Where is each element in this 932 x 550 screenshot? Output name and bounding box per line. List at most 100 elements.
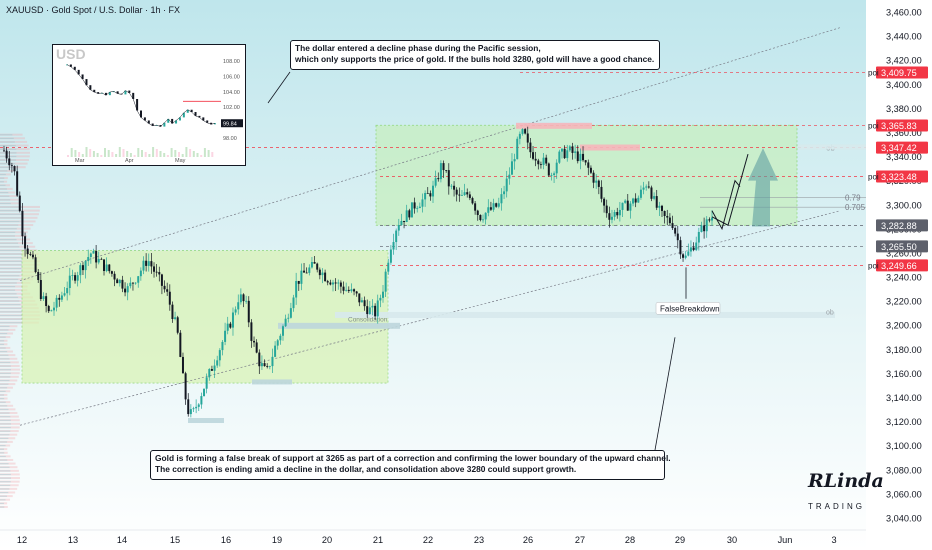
volume-profile-bar bbox=[0, 307, 39, 310]
volume-profile-bar bbox=[0, 166, 15, 168]
volume-profile-bar bbox=[0, 484, 11, 486]
inset-volume-bar bbox=[207, 150, 210, 157]
x-tick-label: 12 bbox=[17, 535, 27, 545]
candle-body bbox=[305, 272, 308, 274]
volume-profile-bar bbox=[0, 234, 28, 237]
candle-body bbox=[316, 263, 319, 270]
volume-profile-bar bbox=[0, 375, 19, 378]
volume-profile-bar bbox=[0, 350, 13, 353]
candle-body bbox=[545, 157, 548, 164]
volume-profile-bar bbox=[0, 422, 20, 425]
inset-candle bbox=[194, 112, 197, 116]
candle-body bbox=[145, 260, 148, 266]
candle-body bbox=[487, 207, 490, 213]
candle-body bbox=[592, 172, 595, 183]
candle-body bbox=[258, 352, 261, 367]
candle-body bbox=[482, 219, 485, 221]
candle-body bbox=[8, 158, 11, 166]
volume-profile-bar bbox=[0, 177, 8, 180]
candle-body bbox=[208, 369, 211, 378]
volume-profile-bar bbox=[0, 354, 16, 357]
volume-profile-bar bbox=[0, 191, 16, 194]
volume-profile-bar bbox=[0, 300, 20, 302]
candle-body bbox=[582, 153, 585, 161]
inset-x-tick: Mar bbox=[75, 158, 85, 164]
y-tick-label: 3,420.00 bbox=[886, 56, 922, 66]
y-tick-label: 3,120.00 bbox=[886, 417, 922, 427]
inset-last-badge bbox=[221, 119, 243, 128]
inset-volume-bar bbox=[70, 148, 73, 157]
candle-body bbox=[297, 280, 300, 284]
volume-profile-bar bbox=[0, 440, 13, 443]
candle-body bbox=[24, 236, 27, 249]
inset-candle bbox=[151, 123, 154, 126]
candle-body bbox=[271, 356, 274, 367]
volume-profile-bar bbox=[0, 452, 5, 454]
volume-profile-bar bbox=[0, 134, 13, 136]
inset-candle bbox=[81, 74, 84, 80]
x-tick-label: 13 bbox=[68, 535, 78, 545]
fib-label-0: 0.79 bbox=[845, 194, 861, 203]
inset-candle bbox=[73, 66, 76, 70]
volume-profile-bar bbox=[0, 383, 9, 385]
price-badge-label-3: 3,323.48 bbox=[881, 172, 917, 182]
candle-body bbox=[108, 264, 111, 272]
false-breakdown-label-box bbox=[655, 302, 721, 315]
inset-volume-bar bbox=[92, 151, 95, 157]
candle-body bbox=[18, 195, 21, 211]
candle-body bbox=[637, 197, 640, 203]
candle-body bbox=[334, 282, 337, 284]
candle-body bbox=[437, 178, 440, 180]
volume-profile-bar bbox=[0, 451, 8, 454]
x-tick-label: 26 bbox=[523, 535, 533, 545]
x-tick-label: 29 bbox=[675, 535, 685, 545]
candle-body bbox=[642, 187, 645, 190]
candle-body bbox=[621, 202, 624, 210]
volume-profile-bar bbox=[0, 347, 6, 349]
inset-volume-bar bbox=[174, 150, 177, 157]
candle-body bbox=[397, 225, 400, 231]
channel-upper-line bbox=[19, 27, 841, 281]
volume-profile-bar bbox=[0, 336, 6, 338]
inset-volume-bar bbox=[104, 148, 106, 157]
candle-body bbox=[279, 335, 282, 341]
volume-profile-bar bbox=[0, 184, 6, 186]
inset-volume-bar bbox=[192, 151, 195, 157]
candle-body bbox=[505, 178, 508, 192]
inset-candle bbox=[210, 122, 213, 125]
candle-body bbox=[287, 317, 290, 319]
volume-profile-bar bbox=[0, 444, 11, 447]
candle-body bbox=[260, 363, 263, 367]
callout-top: The dollar entered a decline phase durin… bbox=[290, 40, 660, 70]
inset-title: USD bbox=[56, 46, 86, 62]
inset-volume-bar bbox=[129, 153, 132, 157]
x-tick-label: 14 bbox=[117, 535, 127, 545]
candle-body bbox=[574, 151, 577, 153]
candle-body bbox=[179, 332, 182, 357]
candle-body bbox=[129, 282, 132, 287]
volume-profile-bar bbox=[0, 488, 10, 490]
volume-profile-bar bbox=[0, 173, 6, 176]
volume-profile-bar bbox=[0, 253, 22, 255]
price-badge-label-1: 3,365.83 bbox=[881, 121, 917, 131]
candle-body bbox=[345, 289, 348, 291]
candle-body bbox=[60, 295, 63, 300]
volume-profile-bar bbox=[0, 394, 5, 396]
candle-body bbox=[500, 194, 503, 204]
candle-body bbox=[524, 129, 527, 134]
candle-body bbox=[379, 297, 382, 301]
volume-profile-bar bbox=[0, 271, 21, 273]
volume-profile-bar bbox=[0, 433, 18, 436]
volume-profile-bar bbox=[0, 473, 20, 476]
candle-body bbox=[176, 317, 179, 333]
candle-body bbox=[510, 161, 513, 175]
inset-candle bbox=[182, 112, 185, 118]
volume-profile-bar bbox=[0, 415, 19, 418]
volume-profile-bar bbox=[0, 224, 19, 226]
candle-body bbox=[168, 291, 171, 305]
candle-body bbox=[50, 310, 53, 312]
inset-candle bbox=[97, 92, 100, 94]
projection-path-2 bbox=[711, 154, 749, 226]
y-tick-label: 3,200.00 bbox=[886, 321, 922, 331]
